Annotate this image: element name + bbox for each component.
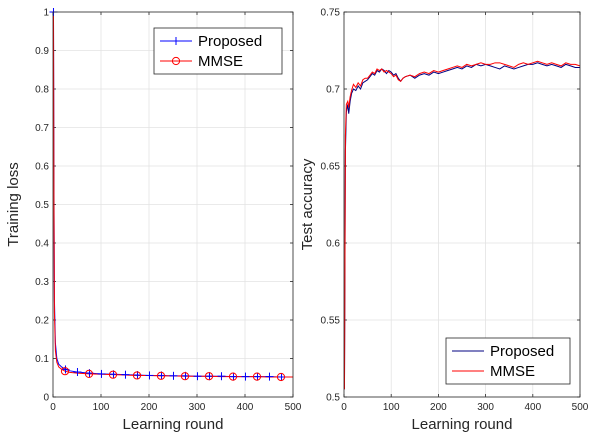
x-tick-label: 200 — [430, 402, 447, 413]
plot-area — [53, 12, 293, 378]
y-tick-label: 0.7 — [35, 123, 49, 134]
x-tick-label: 500 — [572, 402, 589, 413]
marker-circle — [276, 372, 286, 382]
y-tick-label: 0.2 — [35, 316, 49, 327]
legend-label: Proposed — [490, 343, 554, 360]
y-tick-label: 0.9 — [35, 46, 49, 57]
marker-circle — [84, 369, 94, 378]
series-line-mmse — [53, 12, 293, 378]
y-axis-label: Test accuracy — [299, 158, 316, 250]
marker-plus — [241, 372, 250, 381]
y-tick-label: 0.65 — [321, 162, 341, 173]
legend-box — [153, 27, 283, 75]
marker-plus — [73, 368, 82, 377]
y-tick-label: 0.5 — [35, 200, 49, 211]
x-tick-label: 200 — [141, 402, 158, 413]
marker-plus — [97, 369, 106, 378]
x-tick-label: 0 — [341, 402, 347, 413]
x-tick-label: 300 — [477, 402, 494, 413]
x-tick-label: 100 — [383, 402, 400, 413]
legend: Proposed MMSE — [445, 337, 571, 385]
legend-label: MMSE — [198, 53, 243, 70]
x-tick-label: 100 — [93, 402, 110, 413]
marker-circle — [252, 372, 262, 381]
marker-circle — [60, 367, 70, 376]
y-tick-label: 0.75 — [321, 8, 341, 19]
x-axis-label: Learning round — [412, 416, 513, 433]
marker-circle — [108, 370, 118, 379]
training-loss-panel: 0 100 200 300 400 500 0 0.1 0.2 0.3 0.4 0.5 0.6 0.7 0.… — [5, 8, 302, 434]
marker-plus — [193, 372, 202, 381]
x-tick-label: 300 — [189, 402, 206, 413]
x-axis-label: Learning round — [123, 416, 224, 433]
marker-circle — [180, 372, 190, 381]
axes-frame — [52, 11, 294, 398]
x-tick-label: 500 — [285, 402, 302, 413]
marker-plus — [121, 370, 130, 379]
legend-label: Proposed — [198, 33, 262, 50]
test-accuracy-panel: 0 100 200 300 400 500 0.5 0.55 0.6 0.65 0.7 0.75 Lea… — [299, 8, 589, 434]
y-tick-label: 0.7 — [326, 85, 340, 96]
legend-box — [445, 337, 571, 385]
marker-circle — [228, 372, 238, 381]
legend-marker — [171, 56, 181, 66]
marker-circle — [132, 371, 142, 380]
y-tick-label: 0.3 — [35, 277, 49, 288]
plot-area — [344, 60, 580, 390]
axes-frame — [343, 11, 581, 398]
y-tick-label: 0.6 — [35, 162, 49, 173]
y-tick-label: 0 — [43, 393, 49, 404]
legend-label: MMSE — [490, 363, 535, 380]
y-tick-label: 1 — [43, 8, 49, 19]
marker-circle — [204, 372, 214, 381]
marker-plus — [217, 372, 226, 381]
y-tick-label: 0.5 — [326, 393, 340, 404]
marker-plus — [169, 371, 178, 380]
y-tick-label: 0.6 — [326, 239, 340, 250]
y-axis-label: Training loss — [5, 162, 22, 246]
marker-plus — [265, 372, 274, 381]
y-tick-label: 0.8 — [35, 85, 49, 96]
marker-plus — [145, 371, 154, 380]
x-tick-label: 400 — [237, 402, 254, 413]
legend: Proposed MMSE — [153, 27, 283, 75]
x-tick-label: 0 — [50, 402, 56, 413]
y-tick-label: 0.55 — [321, 316, 341, 327]
y-tick-label: 0.4 — [35, 239, 49, 250]
series-line-mmse — [344, 60, 580, 390]
y-tick-label: 0.1 — [35, 354, 49, 365]
x-tick-label: 400 — [524, 402, 541, 413]
marker-circle — [156, 371, 166, 380]
